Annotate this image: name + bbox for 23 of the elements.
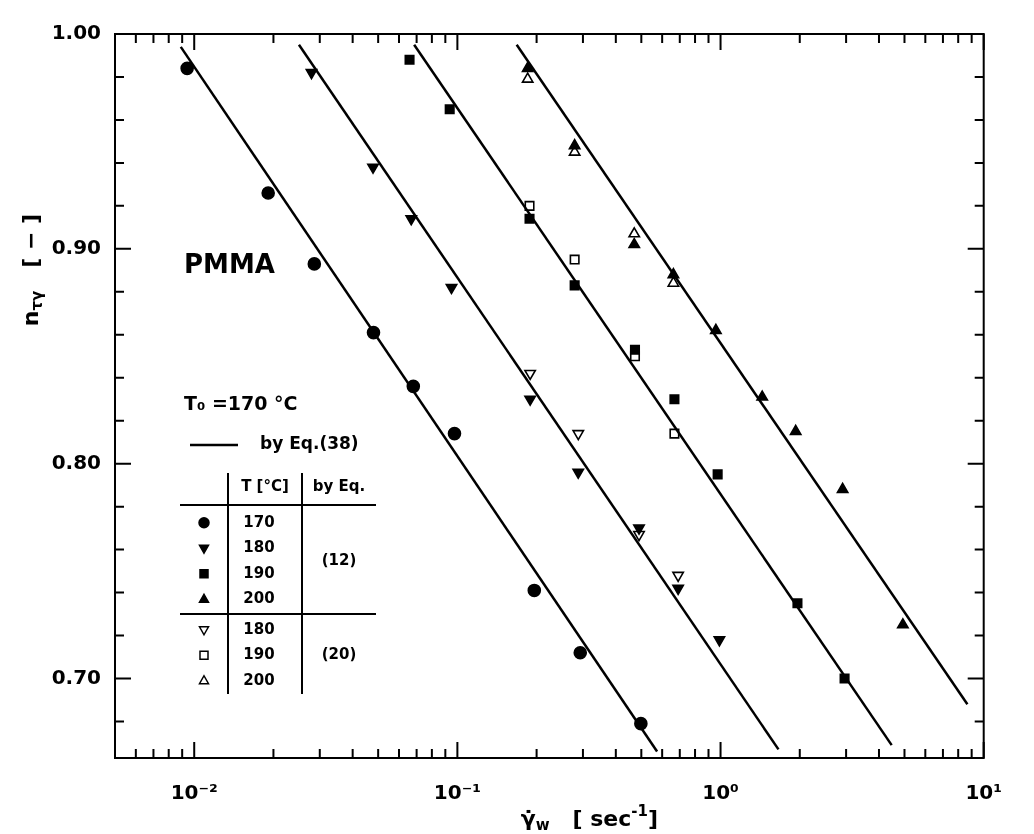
x-tick-label: 10⁻¹ bbox=[433, 780, 481, 805]
legend-label: 170 bbox=[243, 512, 275, 531]
x-tick-label: 10¹ bbox=[965, 780, 1002, 805]
y-tick-label: 0.90 bbox=[51, 235, 101, 260]
annotation: by Eq. bbox=[312, 476, 366, 495]
legend-label: 200 bbox=[243, 670, 275, 689]
legend-label: 180 bbox=[243, 619, 275, 638]
legend-title: T [°C] bbox=[241, 476, 289, 495]
legend-label: 200 bbox=[243, 589, 275, 608]
annotation: PMMA bbox=[184, 248, 275, 279]
legend-label: by Eq.(38) bbox=[260, 433, 359, 454]
y-tick-label: 0.70 bbox=[51, 664, 101, 689]
y-tick-label: 0.80 bbox=[51, 449, 101, 474]
legend-label: 190 bbox=[243, 645, 275, 664]
y-tick-label: 1.00 bbox=[51, 20, 101, 45]
text: nτγ [ − ] bbox=[17, 213, 47, 327]
annotation: (20) bbox=[321, 645, 357, 664]
x-tick-label: 10⁻² bbox=[170, 780, 218, 805]
legend-label: 190 bbox=[243, 563, 275, 582]
x-tick-label: 10⁰ bbox=[702, 780, 739, 805]
annotation: T₀ =170 °C bbox=[184, 391, 298, 414]
annotation: (12) bbox=[321, 550, 357, 569]
legend-label: 180 bbox=[243, 538, 275, 557]
